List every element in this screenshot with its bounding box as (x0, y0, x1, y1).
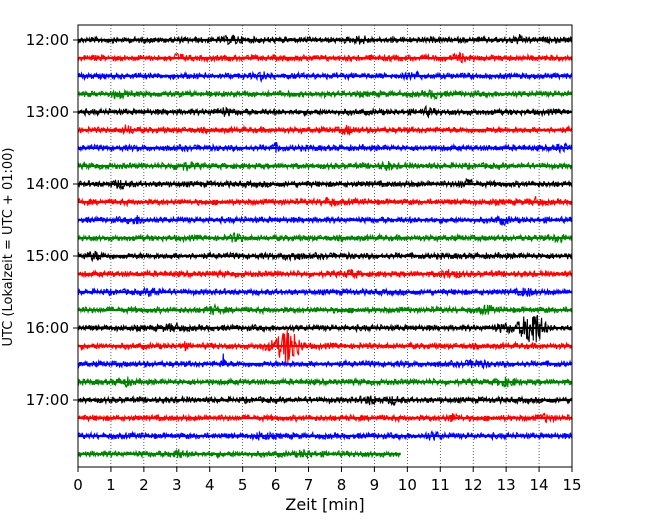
trace-row (77, 376, 573, 389)
x-tick-label: 14 (530, 476, 549, 494)
x-tick-label: 3 (172, 476, 182, 494)
x-tick-label: 11 (431, 476, 450, 494)
y-tick-label: 17:00 (26, 391, 69, 409)
x-tick-label: 1 (106, 476, 116, 494)
trace-row (77, 329, 573, 366)
x-axis-ticks: 0 1 2 3 4 5 6 7 8 9 10 11 12 13 14 15 (73, 467, 582, 494)
x-tick-label: 15 (562, 476, 581, 494)
x-tick-label: 2 (139, 476, 149, 494)
x-tick-label: 12 (464, 476, 483, 494)
x-tick-label: 7 (304, 476, 314, 494)
y-axis-ticks: 12:00 13:00 14:00 15:00 16:00 17:00 (26, 31, 78, 409)
y-tick-label: 14:00 (26, 175, 69, 193)
plot-frame (77, 24, 573, 468)
x-tick-label: 8 (337, 476, 347, 494)
x-tick-label: 0 (73, 476, 83, 494)
trace-rows (77, 34, 573, 460)
x-tick-label: 13 (497, 476, 516, 494)
x-tick-label: 9 (370, 476, 380, 494)
trace-row (77, 69, 573, 84)
x-tick-label: 4 (205, 476, 215, 494)
y-tick-label: 16:00 (26, 319, 69, 337)
x-tick-label: 10 (398, 476, 417, 494)
trace-row (77, 353, 573, 371)
y-tick-label: 13:00 (26, 103, 69, 121)
x-tick-label: 5 (238, 476, 248, 494)
x-tick-label: 6 (271, 476, 281, 494)
x-axis-label: Zeit [min] (285, 495, 364, 514)
y-axis-label: UTC (Lokalzeit = UTC + 01:00) (1, 148, 16, 347)
y-tick-label: 15:00 (26, 247, 69, 265)
y-tick-label: 12:00 (26, 31, 69, 49)
